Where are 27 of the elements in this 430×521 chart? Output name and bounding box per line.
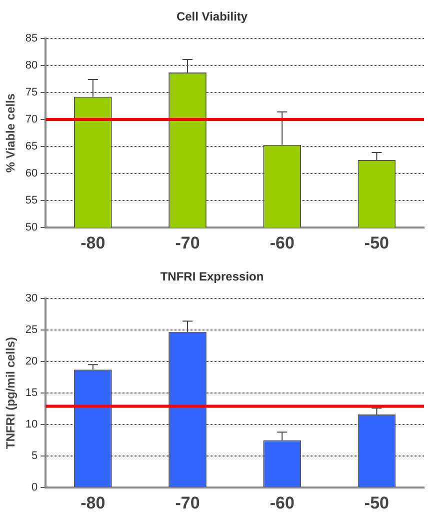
- y-tick-label: 30: [25, 292, 38, 304]
- y-tick-label: 60: [25, 168, 38, 180]
- y-tick-label: 0: [32, 482, 38, 494]
- y-tick-label: 80: [25, 59, 38, 72]
- y-tick-label: 55: [25, 194, 38, 207]
- chart-title: TNFRI Expression: [160, 270, 264, 284]
- x-tick-label: -60: [270, 233, 294, 252]
- x-tick-label: -80: [80, 233, 106, 252]
- y-tick-label: 50: [25, 222, 38, 234]
- y-tick-label: 85: [25, 32, 38, 44]
- y-tick-label: 75: [25, 86, 38, 98]
- y-tick-label: 20: [25, 356, 38, 368]
- y-tick-label: 15: [25, 387, 38, 400]
- y-tick-label: 5: [32, 450, 38, 462]
- y-axis-title: % Viable cells: [4, 93, 18, 173]
- x-tick-label: -60: [270, 493, 294, 512]
- x-tick-label: -50: [364, 493, 389, 512]
- x-tick-label: -70: [175, 493, 200, 512]
- y-axis-title: TNFRI (pg/mil cells): [4, 336, 18, 450]
- chart-title: Cell Viability: [176, 10, 248, 24]
- y-tick-label: 65: [25, 140, 38, 153]
- x-tick-label: -70: [175, 233, 200, 252]
- x-tick-label: -50: [364, 233, 389, 252]
- y-tick-label: 25: [25, 324, 38, 336]
- y-tick-label: 70: [25, 114, 38, 126]
- x-tick-label: -80: [80, 493, 106, 512]
- y-tick-label: 10: [25, 418, 38, 431]
